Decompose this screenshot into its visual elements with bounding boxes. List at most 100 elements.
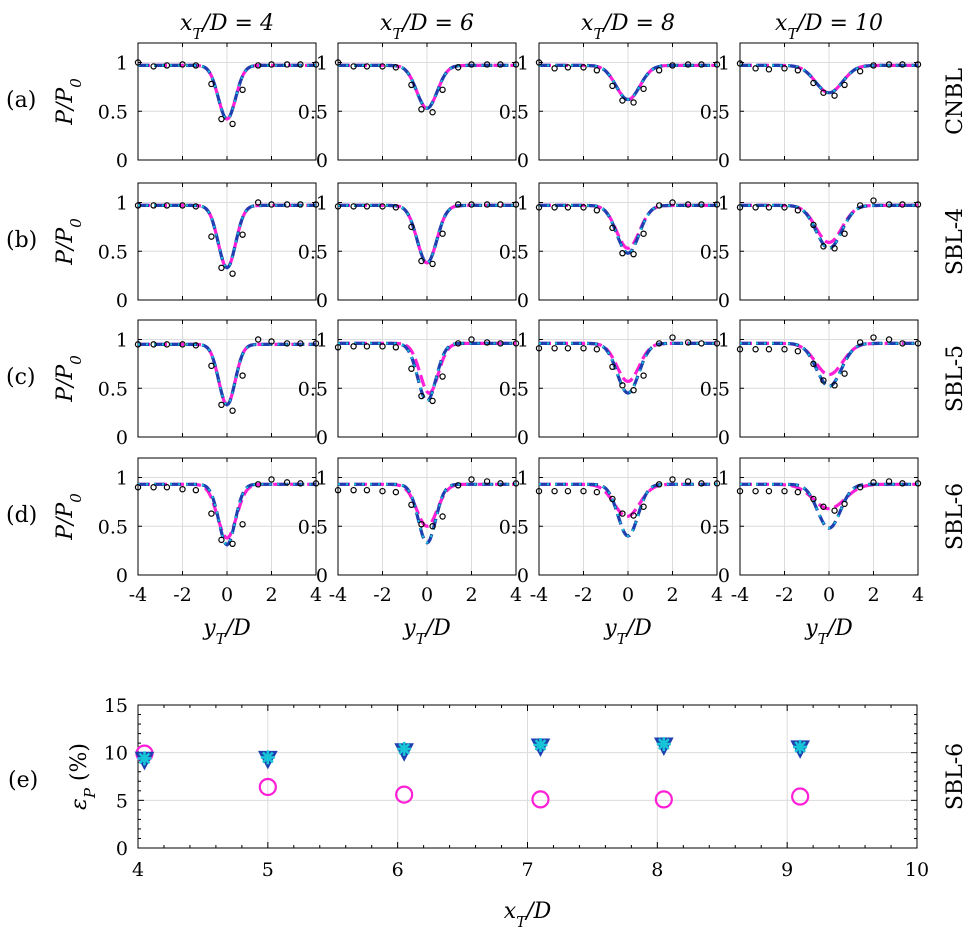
y-tick-label: 0.5 <box>298 516 328 538</box>
data-point-measured <box>630 250 637 258</box>
x-tick-label: -2 <box>574 584 593 606</box>
x-tick-label: -4 <box>129 584 148 606</box>
data-point-measured <box>551 487 558 495</box>
data-point-measured <box>134 484 142 491</box>
data-point-measured <box>283 61 291 68</box>
data-point-measured <box>179 341 186 348</box>
data-point-measured <box>885 478 893 485</box>
data-point-magenta-circle <box>531 790 550 809</box>
data-point-measured <box>810 221 817 229</box>
data-point-measured <box>363 486 371 494</box>
data-point-measured <box>418 257 425 265</box>
data-point-measured <box>363 203 371 210</box>
data-point-measured <box>229 120 236 128</box>
data-point-measured <box>439 86 446 94</box>
data-point-measured <box>297 201 304 208</box>
data-point-measured <box>512 480 520 487</box>
data-point-magenta-circle <box>258 777 277 797</box>
data-point-measured <box>283 479 291 486</box>
data-point-measured <box>856 484 864 491</box>
data-point-measured <box>379 487 386 495</box>
data-point-measured <box>179 61 186 68</box>
data-point-measured <box>551 204 558 211</box>
data-point-cyan-star <box>656 737 671 752</box>
x-axis-label: yT/D <box>402 616 451 648</box>
x-tick-label: 4 <box>132 859 144 881</box>
y-tick-label: 1 <box>517 330 529 352</box>
series-line-blue <box>138 203 316 270</box>
data-point-measured <box>870 479 877 486</box>
data-point-measured <box>698 340 705 347</box>
x-tick-label: 2 <box>265 584 277 606</box>
data-point-measured <box>418 521 425 528</box>
data-point-measured <box>640 85 647 93</box>
data-point-measured <box>208 80 215 88</box>
data-point-measured <box>535 204 543 211</box>
y-tick-label: 0 <box>718 565 730 587</box>
case-label-sbl-5: SBL-5 <box>943 345 968 412</box>
data-point-measured <box>713 480 721 487</box>
data-point-measured <box>392 488 400 496</box>
data-point-measured <box>239 521 246 528</box>
series-line-cyan <box>338 483 516 544</box>
data-point-magenta-circle <box>654 790 673 809</box>
column-header-1: xT/D = 4 <box>180 11 274 43</box>
x-tick-label: 9 <box>781 859 793 881</box>
data-point-cyan-star <box>793 739 808 754</box>
series-line-cyan <box>138 343 316 407</box>
y-tick-label: 0.5 <box>700 378 730 400</box>
data-point-measured <box>408 501 415 508</box>
data-point-measured <box>179 202 186 209</box>
series-line-magenta <box>138 482 316 540</box>
series-line-cyan <box>740 204 918 250</box>
data-point-measured <box>736 487 744 495</box>
y-tick-label: 0 <box>517 565 529 587</box>
data-point-measured <box>655 340 663 347</box>
x-axis-label: yT/D <box>804 616 853 648</box>
data-point-measured <box>468 476 475 483</box>
column-header-4: xT/D = 10 <box>775 11 883 43</box>
data-point-measured <box>163 484 171 491</box>
panel-r3-c3: 00.51 <box>499 319 721 449</box>
data-point-measured <box>497 61 504 68</box>
data-point-measured <box>580 345 587 352</box>
data-point-measured <box>254 481 262 488</box>
data-point-measured <box>350 63 357 70</box>
y-tick-label: 0.5 <box>98 241 128 263</box>
data-point-measured <box>192 486 200 494</box>
data-point-measured <box>885 201 893 208</box>
y-tick-label: 0.5 <box>499 241 529 263</box>
data-point-measured <box>229 540 236 548</box>
x-tick-label: 4 <box>711 584 723 606</box>
series-line-cyan <box>740 342 918 388</box>
data-point-measured <box>564 345 572 352</box>
y-tick-label: 0.5 <box>700 516 730 538</box>
data-point-measured <box>914 480 922 487</box>
x-axis-label: yT/D <box>202 616 251 648</box>
data-point-measured <box>820 243 827 250</box>
series-line-cyan <box>740 483 918 530</box>
data-point-measured <box>429 523 436 530</box>
x-tick-label: 7 <box>521 859 533 881</box>
y-tick-label: 0 <box>517 290 529 312</box>
data-point-measured <box>630 99 637 106</box>
column-header-2: xT/D = 6 <box>380 11 474 43</box>
data-point-measured <box>899 201 906 208</box>
case-label-e: SBL-6 <box>943 743 968 810</box>
x-tick-label: 0 <box>421 584 433 606</box>
data-point-measured <box>429 397 436 405</box>
data-point-measured <box>483 478 491 485</box>
y-axis-label: P/P0 <box>53 355 85 403</box>
data-point-measured <box>268 61 275 68</box>
series-line-magenta <box>138 63 316 121</box>
data-point-measured <box>765 204 773 211</box>
data-point-measured <box>418 106 425 113</box>
panel-r2-c4: 00.51 <box>700 182 922 312</box>
data-point-measured <box>512 340 520 347</box>
data-point-measured <box>713 201 721 208</box>
y-tick-label: 0.5 <box>98 378 128 400</box>
data-point-measured <box>379 343 386 350</box>
data-point-measured <box>392 344 400 351</box>
data-point-measured <box>856 68 864 75</box>
panel-r2-c1: 00.51 <box>98 182 320 312</box>
